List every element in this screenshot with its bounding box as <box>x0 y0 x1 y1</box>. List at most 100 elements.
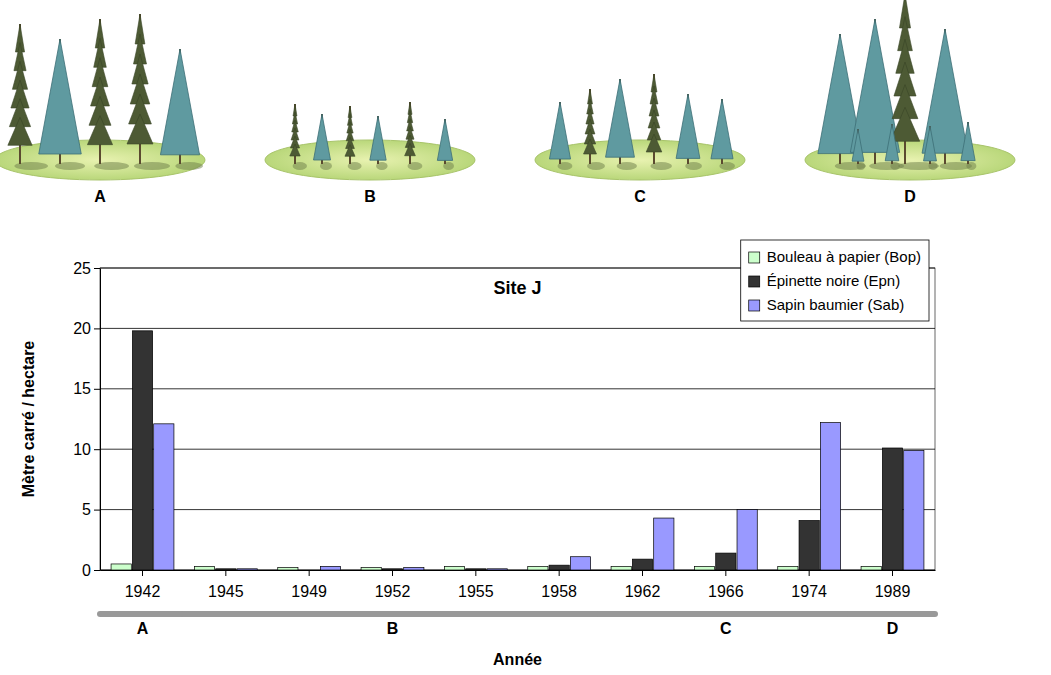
bar <box>632 559 652 570</box>
legend-box <box>741 240 929 321</box>
tree <box>314 114 333 170</box>
stand-illustration <box>805 0 1015 180</box>
tree <box>924 126 938 170</box>
tick-label: 1955 <box>458 583 494 600</box>
tick: 1942 <box>125 570 161 600</box>
bar <box>861 566 881 570</box>
tick-mark <box>225 570 226 576</box>
tick-mark <box>809 570 810 576</box>
chart: ABCD051015202519421945194919521955195819… <box>0 0 1051 675</box>
spruce-tier <box>646 134 662 152</box>
stage-bracket <box>100 611 185 617</box>
fir-crown <box>852 129 864 161</box>
axis-line <box>100 269 101 571</box>
fir-crown <box>711 99 733 159</box>
spruce-tier <box>890 107 919 141</box>
tick-mark <box>725 570 726 576</box>
bar <box>778 566 798 570</box>
tick: 5 <box>82 501 100 518</box>
tick: 1962 <box>625 570 661 600</box>
tick-label: 1974 <box>791 583 827 600</box>
x-axis: 1942194519491952195519581962196619741989 <box>101 570 936 600</box>
grid-line <box>100 328 935 329</box>
grid-line <box>100 509 935 510</box>
grid-line <box>100 449 935 450</box>
tree <box>646 74 672 170</box>
tick-label: 0 <box>82 562 91 579</box>
bar <box>528 566 548 570</box>
tick-mark <box>94 328 100 329</box>
bar <box>382 569 402 570</box>
tree <box>437 119 454 170</box>
tick-mark <box>94 510 100 511</box>
bar <box>154 424 174 570</box>
fir-crown <box>370 116 386 160</box>
tick-label: 1945 <box>208 583 244 600</box>
spruce-tier <box>8 117 32 145</box>
tree <box>961 122 977 170</box>
legend-swatch <box>749 276 760 287</box>
spruce-tier <box>87 116 112 145</box>
stand-label: C <box>634 188 646 205</box>
spruce-tier <box>127 114 153 144</box>
fir-crown <box>885 124 899 161</box>
bar <box>216 569 236 570</box>
tree <box>39 39 85 170</box>
tick-mark <box>94 570 100 571</box>
tree <box>885 124 900 170</box>
fir-crown <box>160 49 199 155</box>
tick-mark <box>559 570 560 576</box>
tree <box>87 19 129 170</box>
bar <box>716 553 736 570</box>
stage-bracket <box>600 611 852 617</box>
tick: 1966 <box>708 570 744 600</box>
bar <box>737 510 757 570</box>
tick: 1955 <box>458 570 494 600</box>
fir-crown <box>961 122 975 161</box>
bar <box>111 564 131 570</box>
bars <box>111 331 924 570</box>
stage-bracket <box>850 611 935 617</box>
bar <box>570 557 590 570</box>
stand-label: A <box>94 188 106 205</box>
stage-label: D <box>887 620 899 637</box>
tree <box>676 94 702 170</box>
tick-mark <box>309 570 310 576</box>
tick: 15 <box>73 380 100 397</box>
spruce-tier <box>584 139 597 154</box>
tree <box>345 106 362 170</box>
tick: 25 <box>73 260 100 277</box>
tick-label: 1989 <box>875 583 911 600</box>
fir-crown <box>924 126 937 161</box>
bar <box>404 568 424 570</box>
x-axis-title: Année <box>493 651 542 668</box>
bar <box>820 423 840 570</box>
stand-illustration <box>0 14 205 180</box>
tick: 1974 <box>791 570 827 600</box>
bar <box>320 566 340 570</box>
bar <box>132 331 152 570</box>
tick-label: 15 <box>73 380 91 397</box>
legend-label: Épinette noire (Epn) <box>767 272 900 289</box>
tick-label: 25 <box>73 260 91 277</box>
tick-label: 1942 <box>125 583 161 600</box>
bar <box>278 568 298 570</box>
tick: 1949 <box>291 570 327 600</box>
stage-label: B <box>387 620 399 637</box>
spruce-tier <box>290 144 300 156</box>
bar <box>487 569 507 570</box>
tick-mark <box>94 449 100 450</box>
fir-crown <box>39 39 82 154</box>
tree <box>290 104 307 170</box>
bar <box>194 566 214 570</box>
bar <box>882 448 902 570</box>
bar <box>611 566 631 570</box>
spruce-tier <box>405 143 416 155</box>
bar <box>466 569 486 570</box>
tick: 10 <box>73 441 100 458</box>
legend-swatch <box>749 252 760 263</box>
tree <box>606 79 637 170</box>
tick-label: 1952 <box>375 583 411 600</box>
bar <box>694 566 714 570</box>
fir-crown <box>606 79 635 157</box>
